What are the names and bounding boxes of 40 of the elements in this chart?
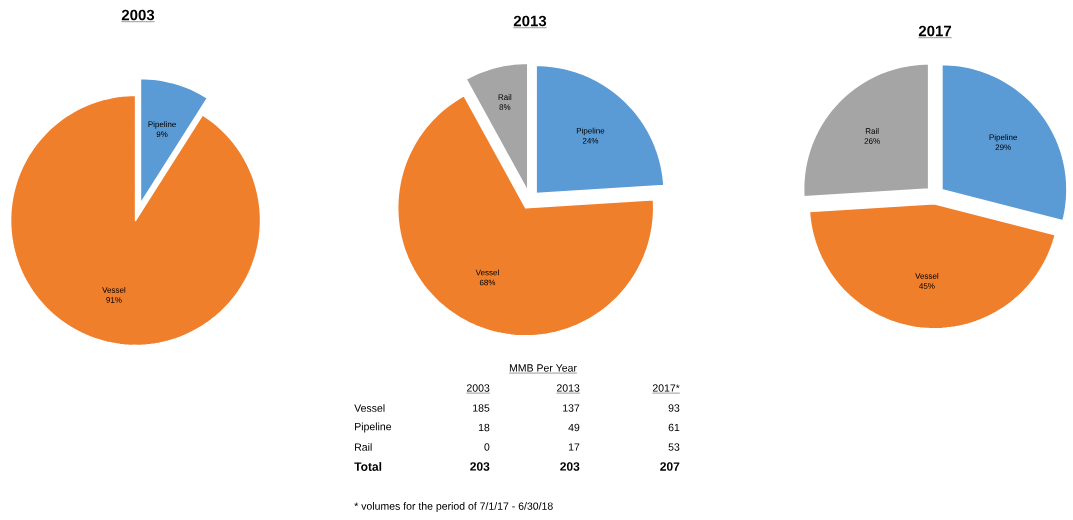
data-label: 9% bbox=[156, 131, 168, 138]
chart-title: 2013 bbox=[513, 15, 547, 27]
text: MMB Per Year bbox=[509, 364, 577, 372]
data-label: 26% bbox=[864, 138, 880, 144]
text: Pipeline bbox=[355, 422, 392, 433]
text: 207 bbox=[660, 462, 680, 471]
text: 53 bbox=[668, 443, 680, 451]
text: 18 bbox=[478, 423, 490, 432]
slice-label: Vessel bbox=[102, 286, 126, 293]
slice-label: Vessel bbox=[475, 269, 499, 276]
text: 2013 bbox=[556, 384, 580, 392]
text: 2003 bbox=[466, 384, 490, 392]
text: 61 bbox=[668, 423, 680, 432]
text: 0 bbox=[484, 443, 490, 451]
text: 17 bbox=[568, 443, 580, 451]
slice-label: Pipeline bbox=[576, 127, 605, 136]
text: 93 bbox=[668, 404, 680, 412]
slice-label: Pipeline bbox=[989, 134, 1018, 142]
chart-title: 2017 bbox=[918, 25, 952, 37]
text: * volumes for the period of 7/1/17 - 6/30/18 bbox=[354, 502, 553, 512]
data-label: 29% bbox=[995, 144, 1011, 151]
data-label: 45% bbox=[919, 283, 935, 289]
data-label: 24% bbox=[582, 137, 599, 144]
text: 203 bbox=[470, 462, 490, 471]
text: Rail bbox=[355, 443, 372, 451]
text: 2017* bbox=[652, 384, 680, 392]
slice-label: Rail bbox=[498, 94, 512, 100]
slice-label: Vessel bbox=[915, 272, 939, 279]
data-label: 91% bbox=[106, 297, 122, 303]
text: Vessel bbox=[354, 404, 385, 412]
text: 49 bbox=[568, 423, 580, 432]
text: Total bbox=[354, 462, 382, 471]
data-label: 8% bbox=[499, 104, 511, 110]
text: 137 bbox=[563, 404, 580, 412]
text: 185 bbox=[473, 404, 490, 412]
slice-label: Pipeline bbox=[148, 121, 176, 129]
data-label: 68% bbox=[479, 279, 496, 286]
slice-label: Rail bbox=[865, 128, 879, 134]
chart-title: 2003 bbox=[121, 9, 155, 21]
text: 203 bbox=[560, 462, 580, 471]
